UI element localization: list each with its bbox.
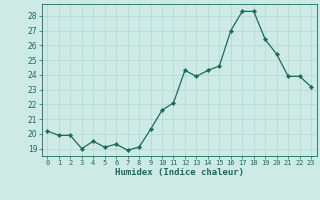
X-axis label: Humidex (Indice chaleur): Humidex (Indice chaleur) [115,168,244,177]
